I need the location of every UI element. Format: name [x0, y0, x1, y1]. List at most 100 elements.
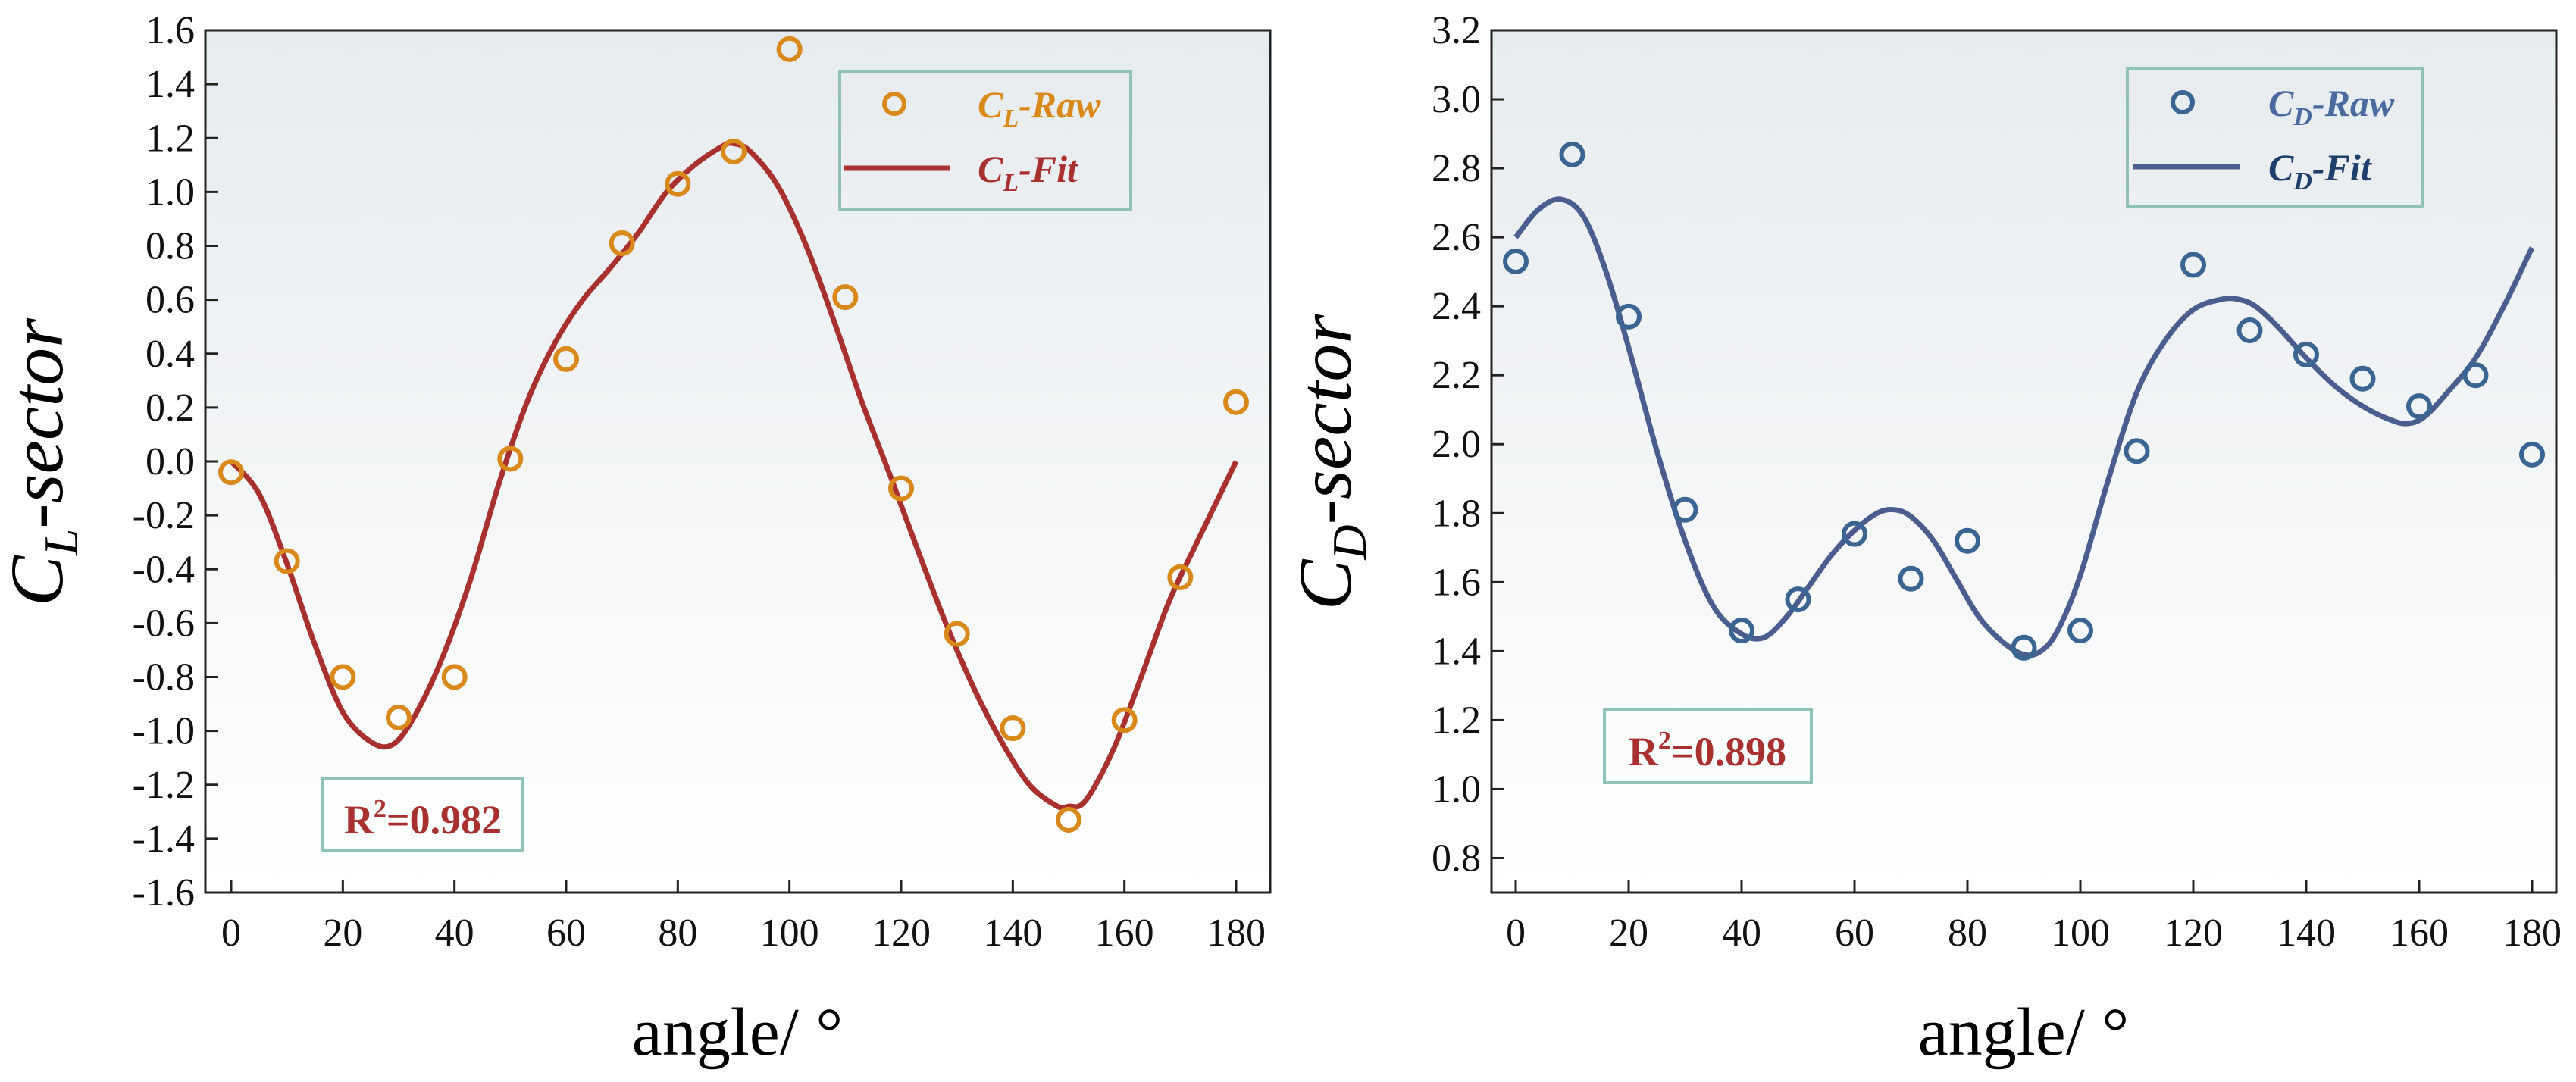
cl-legend-box	[838, 70, 1132, 211]
cd-x-tick-label: 60	[1835, 912, 1874, 955]
cd-x-axis-label: angle/ °	[1918, 995, 2129, 1070]
cl-r2-text: R2=0.982	[344, 795, 502, 843]
cd-raw-point	[1785, 586, 1811, 613]
cd-raw-point	[2293, 341, 2319, 367]
cd-legend-fit-sub: D	[2293, 167, 2312, 195]
cd-legend-box	[2126, 67, 2424, 208]
cl-x-tick-label: 160	[1095, 912, 1154, 955]
cd-raw-point	[2067, 618, 2093, 644]
cd-raw-point	[2236, 317, 2263, 344]
cd-legend-raw-label: CD-Raw	[2268, 82, 2395, 131]
cl-ylabel-main: C	[0, 555, 79, 606]
cd-r2-text: R2=0.898	[1629, 727, 1786, 774]
cd-y-tick-label: 1.6	[1432, 561, 1481, 604]
cd-x-tick-label: 40	[1722, 912, 1761, 955]
cl-x-tick-label: 40	[435, 912, 474, 955]
cl-y-tick-label: -1.2	[133, 764, 195, 807]
cd-x-tick-label: 120	[2164, 912, 2223, 955]
cd-raw-point	[2011, 634, 2037, 661]
cd-legend-raw-rest: -Raw	[2312, 82, 2395, 124]
cd-y-tick-label: 1.0	[1432, 768, 1481, 811]
cd-y-tick-label: 1.2	[1432, 699, 1481, 742]
cl-y-tick-label: 1.4	[146, 63, 195, 106]
cl-raw-point	[274, 548, 300, 574]
cl-y-tick-label: 0.0	[146, 440, 195, 483]
cl-x-tick-group: 0 20 40 60 80 100 120 140 160 180	[221, 880, 1266, 955]
cd-raw-point	[1955, 527, 1980, 554]
cd-ylabel-main: C	[1283, 558, 1367, 610]
cl-legend-fit-sub: L	[1002, 169, 1019, 197]
cd-x-tick-label: 180	[2502, 912, 2562, 955]
cl-raw-point	[721, 139, 747, 165]
cd-raw-point	[2124, 438, 2150, 464]
cl-x-tick-label: 100	[760, 912, 819, 955]
cl-y-tick-label: -0.4	[133, 548, 195, 591]
cd-legend: CD-Raw CD-Fit	[2126, 67, 2424, 208]
cl-raw-point	[386, 704, 412, 730]
cd-r2-pre: R	[1629, 729, 1659, 774]
cl-x-tick-label: 120	[872, 912, 931, 955]
cd-chart-panel: 0.81.01.21.41.61.82.02.22.42.62.83.03.2 …	[1283, 9, 2562, 1070]
cd-y-tick-label: 2.8	[1432, 147, 1481, 190]
cl-raw-point	[609, 230, 635, 256]
cd-plot-area	[1490, 29, 2558, 894]
cl-y-tick-label: -0.6	[133, 602, 195, 645]
cl-y-tick-label: -0.2	[133, 494, 195, 537]
cl-raw-point	[441, 664, 468, 690]
cd-r2-annotation: R2=0.898	[1603, 708, 1813, 784]
cl-y-tick-label: 0.4	[146, 333, 195, 376]
cd-y-tick-label: 3.2	[1432, 9, 1481, 52]
cd-y-tick-label: 3.0	[1432, 78, 1481, 121]
cl-legend-fit-rest: -Fit	[1019, 148, 1079, 190]
cd-x-tick-label: 20	[1609, 912, 1648, 955]
cl-raw-point	[944, 621, 970, 647]
cd-legend-fit-rest: -Fit	[2312, 146, 2373, 189]
cd-x-tick-label: 0	[1506, 912, 1526, 955]
cl-y-tick-label: 0.2	[146, 386, 195, 430]
cd-raw-point	[1503, 248, 1529, 274]
cl-chart-panel: -1.6 -1.4 -1.2 -1.0 -0.8 -0.6 -0.4 -0.2 0.0 0.2 0.…	[0, 9, 1272, 1070]
cl-raw-point	[553, 346, 579, 372]
cd-raw-point	[1616, 303, 1642, 330]
cd-y-tick-label: 1.4	[1432, 630, 1481, 673]
cl-y-tick-label: -0.8	[133, 656, 195, 699]
cl-y-tick-label: 1.0	[146, 170, 195, 214]
cd-legend-fit-label: CD-Fit	[2268, 146, 2373, 195]
cl-legend-raw-label: CL-Raw	[978, 83, 1101, 133]
cl-raw-point	[665, 170, 691, 197]
cd-legend-raw-sub: D	[2293, 103, 2312, 131]
cd-r2-post: =0.898	[1671, 729, 1786, 774]
cl-x-tick-label: 140	[983, 912, 1042, 955]
cl-x-tick-label: 180	[1207, 912, 1266, 955]
cl-raw-point	[330, 664, 356, 690]
cd-y-tick-label: 2.4	[1432, 285, 1481, 328]
cl-x-tick-label: 20	[323, 912, 362, 955]
cl-raw-point	[1111, 707, 1138, 733]
cl-raw-point	[497, 446, 524, 472]
cl-y-tick-label: 0.6	[146, 279, 195, 322]
cl-x-axis-label: angle/ °	[632, 995, 843, 1070]
cd-raw-point	[2349, 365, 2376, 392]
cl-legend-fit-main: C	[978, 148, 1003, 190]
cd-x-tick-label: 100	[2051, 912, 2110, 955]
cd-raw-point	[1842, 521, 1867, 547]
cd-y-tick-label: 0.8	[1432, 837, 1481, 880]
cl-x-tick-label: 0	[221, 912, 241, 955]
cl-legend: CL-Raw CL-Fit	[838, 70, 1132, 211]
cd-x-tick-label: 80	[1948, 912, 1987, 955]
cl-raw-point	[1056, 806, 1081, 833]
cd-r2-sup: 2	[1658, 727, 1671, 755]
cl-ylabel-rest: -sector	[0, 317, 79, 529]
cd-y-tick-label: 2.2	[1432, 354, 1481, 397]
cl-legend-raw-rest: -Raw	[1019, 83, 1101, 126]
cl-y-tick-label: -1.4	[133, 818, 195, 861]
cl-y-tick-label: -1.6	[133, 871, 195, 915]
cl-y-tick-label: 1.2	[146, 117, 195, 160]
cd-y-tick-label: 1.8	[1432, 492, 1481, 535]
cd-y-tick-label: 2.6	[1432, 216, 1481, 259]
cd-x-tick-label: 140	[2277, 912, 2336, 955]
cl-ylabel-sub: L	[34, 529, 88, 557]
cl-legend-raw-sub: L	[1002, 105, 1019, 133]
cl-legend-raw-marker	[882, 92, 906, 116]
